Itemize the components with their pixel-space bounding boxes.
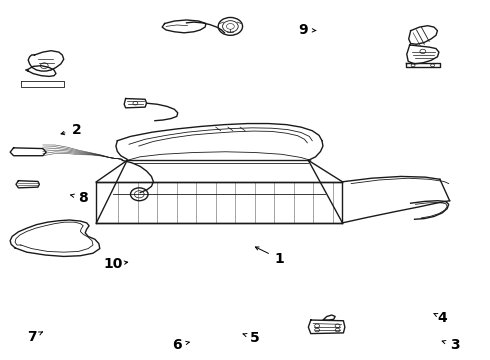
Text: 1: 1 — [274, 252, 284, 266]
Text: 8: 8 — [78, 191, 88, 205]
Text: 6: 6 — [172, 338, 182, 352]
Text: 10: 10 — [104, 257, 123, 271]
Text: 4: 4 — [438, 311, 447, 324]
Text: 2: 2 — [72, 123, 82, 137]
Text: 9: 9 — [298, 23, 308, 37]
Text: 7: 7 — [27, 330, 36, 344]
Text: 5: 5 — [250, 331, 260, 345]
Text: 3: 3 — [450, 338, 459, 352]
